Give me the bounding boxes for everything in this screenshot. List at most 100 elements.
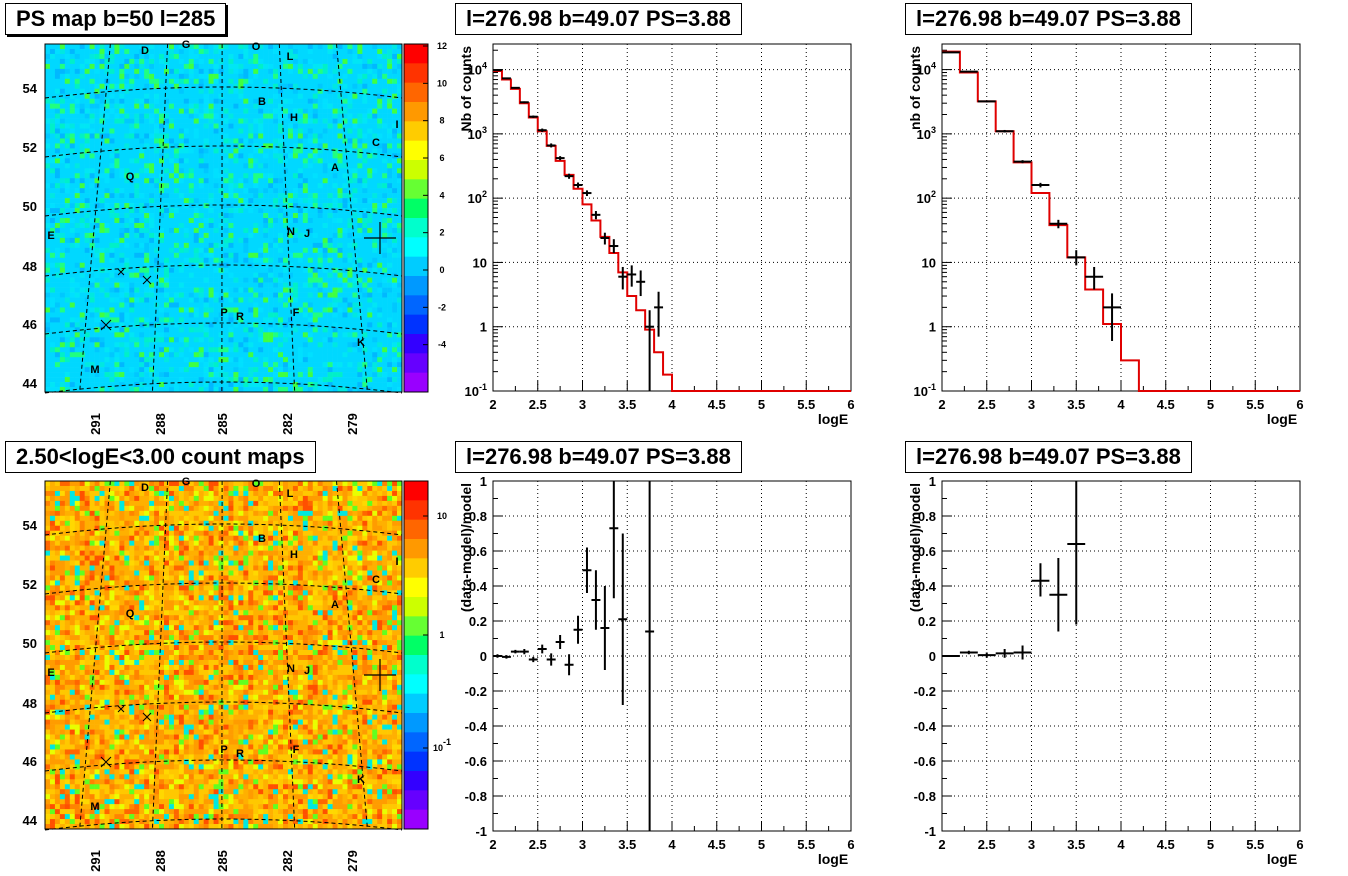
- map-cell: [312, 287, 319, 293]
- map-cell: [283, 332, 289, 338]
- map-cell: [322, 337, 328, 343]
- map-cell: [312, 282, 319, 288]
- map-cell: [178, 247, 185, 254]
- map-cell: [99, 287, 105, 293]
- map-cell: [322, 163, 328, 169]
- map-cell: [243, 222, 249, 229]
- map-cell: [99, 98, 105, 104]
- map-cell: [193, 98, 200, 104]
- map-cell: [154, 213, 160, 219]
- map-cell: [54, 252, 61, 259]
- map-cell: [79, 342, 85, 348]
- map-cell: [312, 143, 319, 149]
- map-cell: [223, 312, 229, 318]
- panel3-data-point-11: [582, 547, 592, 593]
- map-cell: [144, 287, 150, 293]
- map-cell: [79, 292, 85, 298]
- map-cell: [149, 307, 155, 313]
- map-cell: [89, 58, 95, 65]
- map-cell: [312, 297, 319, 303]
- map-cell: [362, 48, 368, 55]
- map-cell: [243, 208, 249, 214]
- map-cell: [79, 138, 85, 144]
- map-cell: [59, 222, 66, 229]
- map-cell: [243, 128, 249, 134]
- map-cell: [94, 78, 100, 85]
- map-cell: [49, 267, 56, 273]
- map-cell: [392, 257, 398, 264]
- map-cell: [362, 143, 368, 149]
- map-cell: [382, 168, 388, 174]
- map-cell: [278, 222, 284, 229]
- panel2-data-point-4: [995, 129, 1014, 133]
- map-cell: [124, 143, 130, 149]
- map-cell: [317, 48, 323, 55]
- map-cell: [367, 242, 373, 249]
- map-cell: [84, 68, 90, 75]
- map-cell: [114, 282, 120, 288]
- map-cell: [377, 188, 383, 194]
- map-cell: [322, 317, 328, 323]
- map-cell: [322, 173, 328, 179]
- map-cell: [54, 108, 61, 114]
- map-cell: [183, 222, 190, 229]
- map-cell: [59, 48, 66, 55]
- map-cell: [203, 113, 209, 119]
- map-cell: [208, 252, 214, 259]
- map-cell: [134, 93, 140, 99]
- map-cell: [99, 317, 105, 323]
- map-cell: [154, 247, 160, 254]
- map-cell: [104, 83, 110, 90]
- map-cell: [208, 257, 214, 264]
- map-cell: [84, 347, 90, 353]
- map-cell: [59, 53, 66, 60]
- map-cell: [357, 83, 363, 90]
- map-cell: [168, 247, 175, 254]
- map-cell: [54, 193, 61, 199]
- map-cell: [45, 247, 51, 254]
- map-cell: [49, 327, 56, 333]
- map-cell: [104, 322, 110, 328]
- map-cell: [94, 133, 100, 139]
- map-cell: [198, 347, 204, 353]
- map-cell: [278, 163, 284, 169]
- map-cell: [377, 103, 383, 109]
- map-cell: [203, 198, 209, 204]
- map-cell: [297, 208, 304, 214]
- map-cell: [258, 53, 264, 60]
- map-cell: [164, 222, 170, 229]
- map-cell: [268, 143, 274, 149]
- map-cell: [278, 183, 284, 189]
- map-cell: [238, 332, 244, 338]
- map-cell: [317, 297, 323, 303]
- map-cell: [362, 282, 368, 288]
- map-cell: [99, 213, 105, 219]
- map-cell: [292, 277, 299, 283]
- map-cell: [392, 342, 398, 348]
- map-cell: [322, 302, 328, 308]
- map-cell: [357, 113, 363, 119]
- map-cell: [312, 232, 319, 239]
- map-cell: [392, 213, 398, 219]
- map-cell: [49, 168, 56, 174]
- map-cell: [64, 327, 71, 333]
- map-cell: [387, 158, 393, 164]
- map-cell: [198, 53, 204, 60]
- map-cell: [248, 88, 254, 95]
- map-cell: [218, 317, 224, 323]
- map-cell: [258, 78, 264, 85]
- map-cell: [287, 103, 294, 109]
- map-cell: [347, 312, 353, 318]
- map-cell: [367, 108, 373, 114]
- map-cell: [69, 143, 76, 149]
- map-cell: [278, 218, 284, 224]
- panel4-x-axis-title: logE: [1267, 851, 1297, 867]
- map-cell: [342, 272, 348, 278]
- map-cell: [302, 237, 309, 244]
- map-cell: [278, 153, 284, 159]
- map-cell: [302, 282, 309, 288]
- map-cell: [302, 78, 309, 85]
- map-cell: [79, 163, 85, 169]
- map-cell: [54, 317, 61, 323]
- map-cell: [159, 113, 165, 119]
